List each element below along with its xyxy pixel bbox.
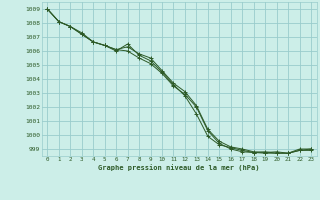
X-axis label: Graphe pression niveau de la mer (hPa): Graphe pression niveau de la mer (hPa)	[99, 164, 260, 171]
